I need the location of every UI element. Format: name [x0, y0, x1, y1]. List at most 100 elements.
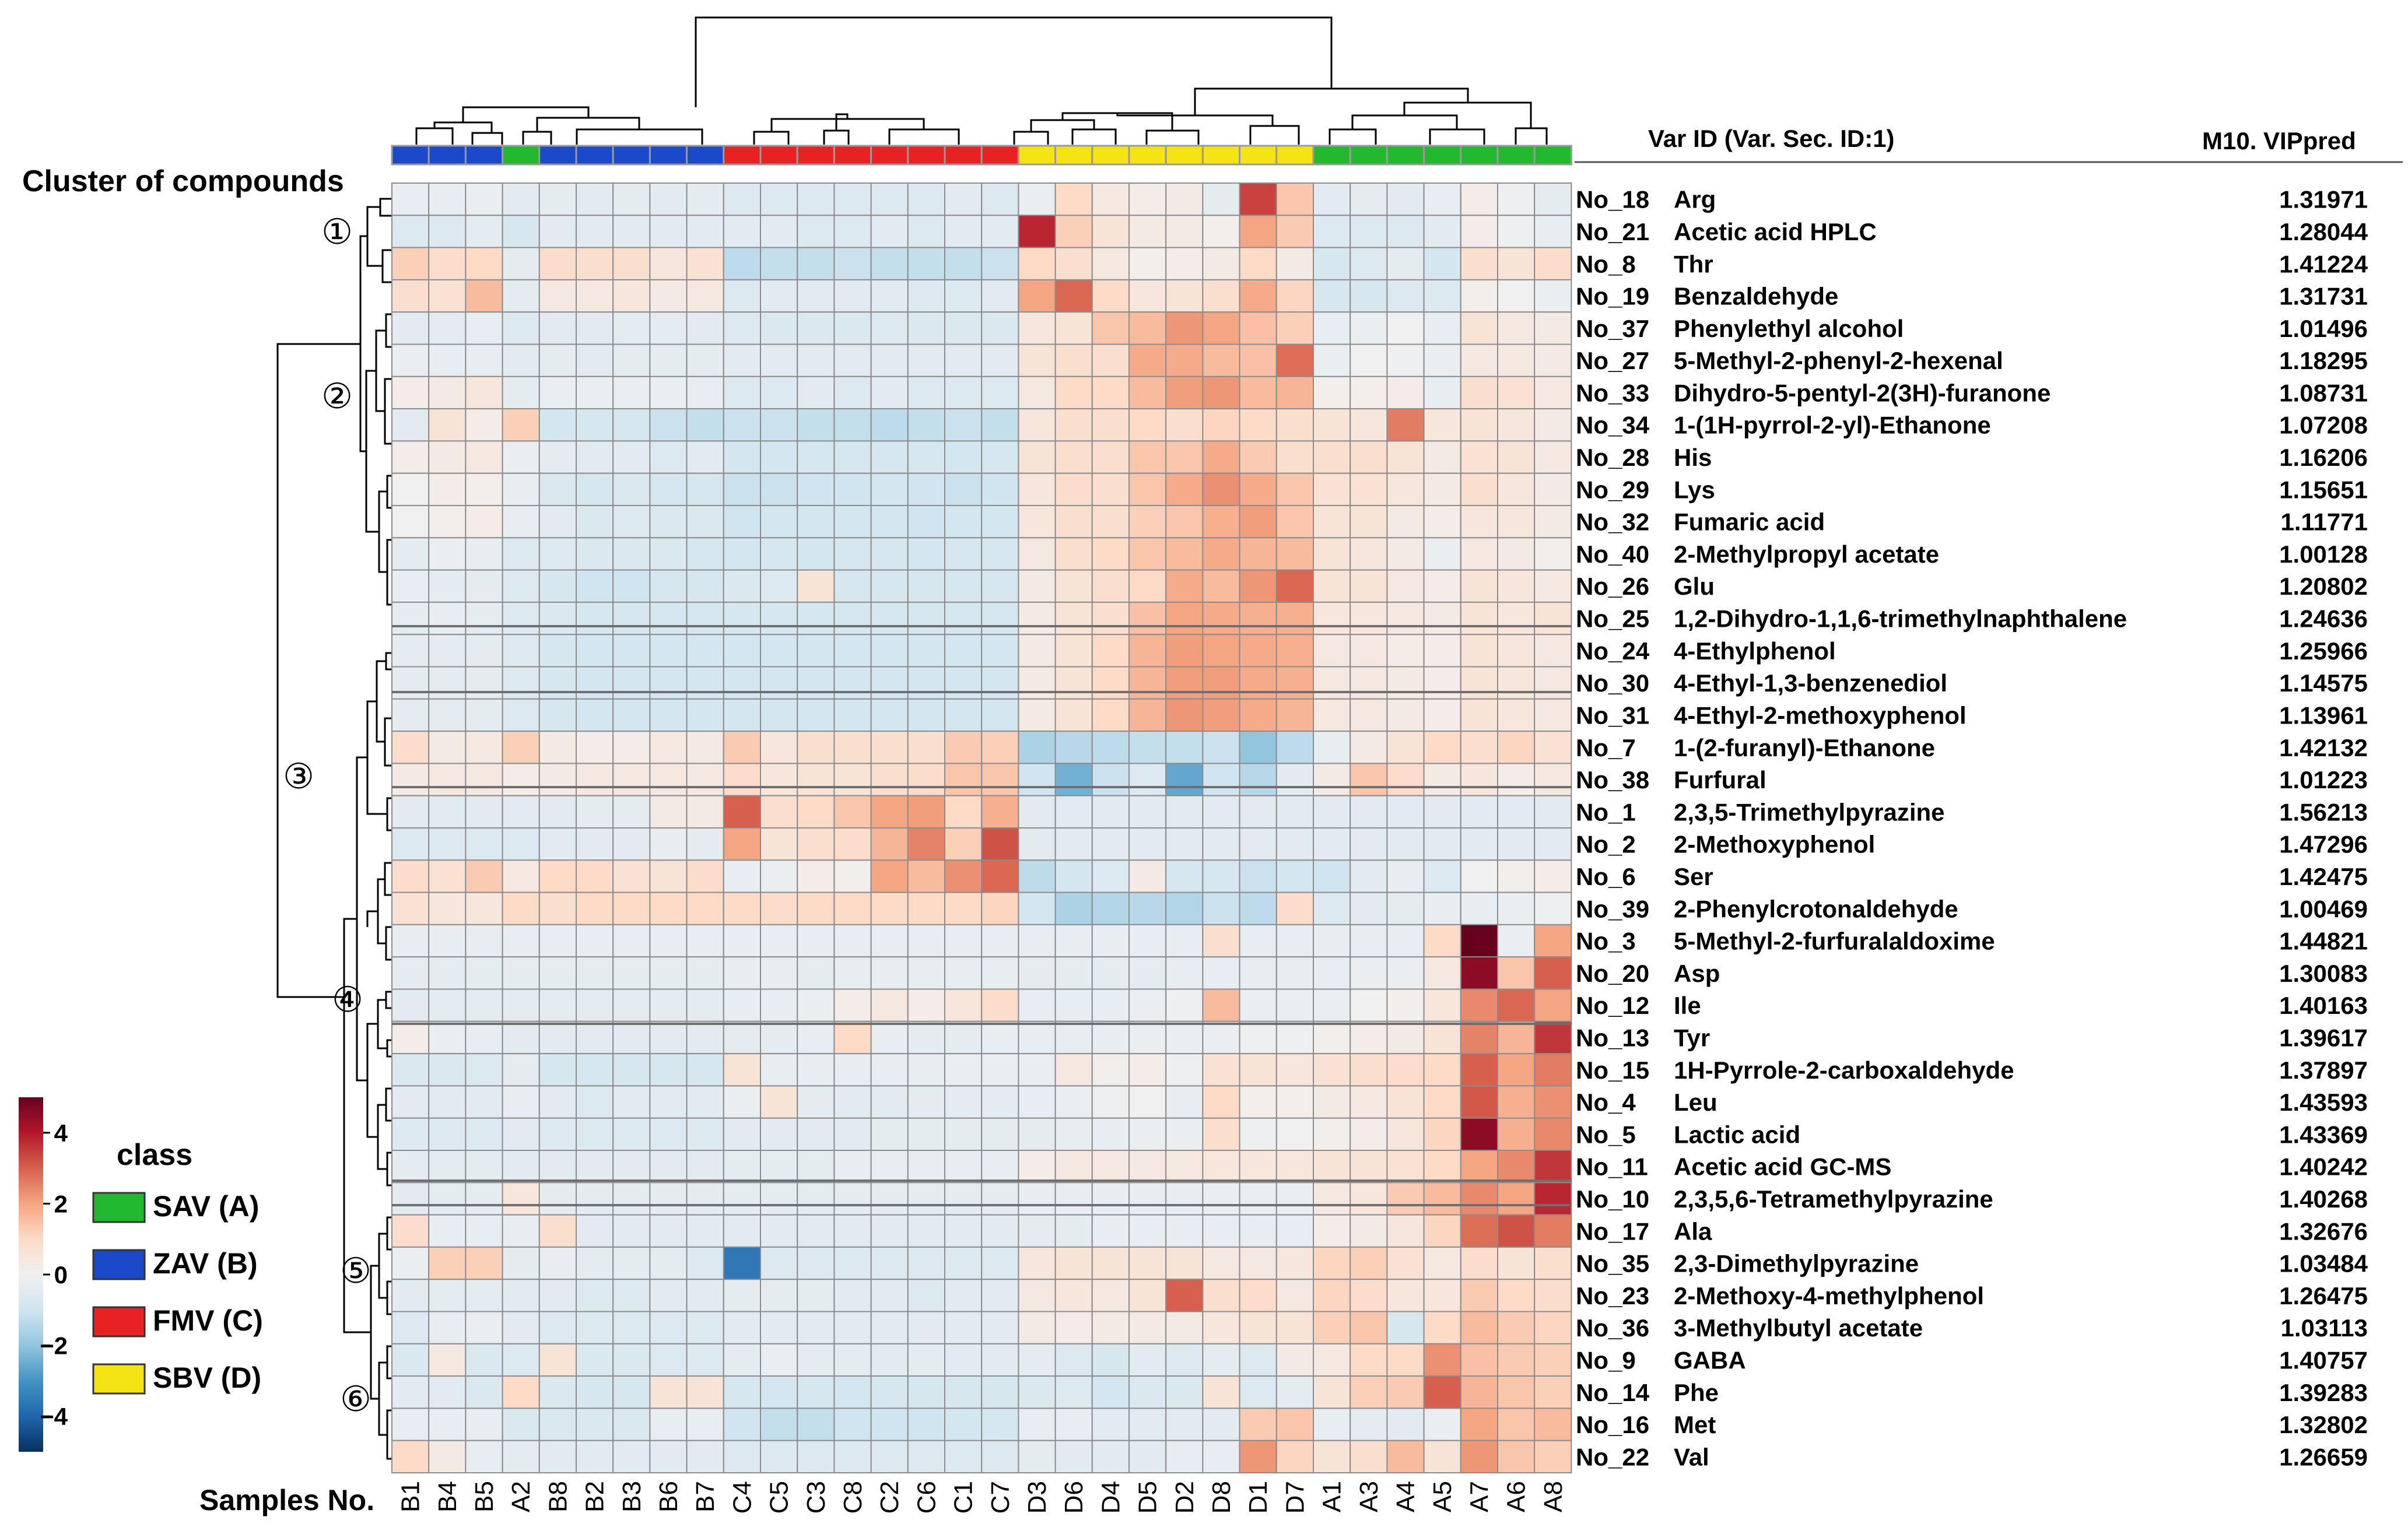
- heatmap-cell: [1275, 1407, 1315, 1441]
- heatmap-cell: [907, 215, 946, 248]
- heatmap-cell: [723, 601, 762, 636]
- heatmap-cell: [1165, 1311, 1204, 1345]
- heatmap-cell: [576, 343, 614, 377]
- heatmap-cell: [649, 731, 688, 764]
- row-compound-name: Val: [1674, 1443, 1709, 1470]
- heatmap-cell: [1275, 1117, 1315, 1151]
- heatmap-cell: [1165, 1182, 1204, 1216]
- heatmap-cell: [760, 924, 798, 958]
- column-label: A5: [1428, 1481, 1457, 1512]
- heatmap-cell: [797, 956, 835, 990]
- heatmap-cell: [1091, 1150, 1130, 1184]
- cluster-separators: [392, 625, 1572, 1206]
- row-compound-name: Fumaric acid: [1674, 508, 1825, 536]
- heatmap-cell: [649, 795, 688, 829]
- heatmap-cell: [576, 1279, 614, 1312]
- heatmap-cell: [1091, 537, 1130, 571]
- heatmap-cell: [612, 1246, 651, 1280]
- heatmap-cell: [833, 1311, 872, 1345]
- heatmap-cell: [686, 1117, 724, 1151]
- heatmap-cell: [1202, 1182, 1240, 1216]
- class-bar-cell: [612, 145, 651, 166]
- row-id: No_6: [1576, 863, 1636, 890]
- heatmap-cell: [944, 440, 983, 474]
- heatmap-cell: [1239, 375, 1277, 410]
- heatmap-cell: [1386, 698, 1425, 732]
- heatmap-cell: [1054, 537, 1093, 571]
- heatmap-cell: [1460, 634, 1499, 668]
- heatmap-cell: [944, 182, 983, 216]
- heatmap-cell: [944, 827, 983, 861]
- heatmap-cell: [833, 1246, 872, 1280]
- heatmap-cell: [1128, 795, 1167, 829]
- heatmap-cell: [1239, 698, 1277, 732]
- heatmap-cell: [649, 408, 688, 442]
- heatmap-cell: [1091, 924, 1130, 958]
- heatmap-cell: [907, 666, 946, 700]
- heatmap-cell: [686, 988, 724, 1022]
- heatmap-cell: [1313, 537, 1351, 571]
- row-vip-value: 1.01223: [2279, 766, 2368, 794]
- heatmap-cell: [465, 698, 503, 732]
- legend-swatch: [92, 1306, 146, 1338]
- heatmap-cell: [1534, 343, 1572, 377]
- heatmap-cell: [981, 795, 1019, 829]
- heatmap-cell: [686, 343, 724, 377]
- heatmap-cell: [1534, 891, 1572, 925]
- heatmap-cell: [1202, 1440, 1240, 1473]
- heatmap-cell: [686, 1020, 724, 1055]
- heatmap-cell: [1534, 634, 1572, 668]
- heatmap-cell: [428, 1020, 467, 1055]
- legend-label: SAV (A): [153, 1190, 259, 1223]
- class-bar-cell: [1349, 145, 1388, 166]
- heatmap-cell: [1460, 1020, 1499, 1055]
- heatmap-cell: [1460, 1279, 1499, 1312]
- heatmap-cell: [1128, 537, 1167, 571]
- heatmap-cell: [1091, 827, 1130, 861]
- heatmap-cell: [538, 182, 577, 216]
- heatmap-cell: [797, 601, 835, 636]
- heatmap-cell: [1423, 182, 1461, 216]
- heatmap-cell: [1350, 537, 1388, 571]
- heatmap-cell: [1165, 601, 1204, 636]
- heatmap-cell: [465, 1311, 503, 1345]
- heatmap-cell: [1313, 1085, 1351, 1119]
- cluster-number: ②: [321, 377, 353, 416]
- heatmap-cell: [1054, 247, 1093, 280]
- heatmap-cell: [1350, 311, 1388, 345]
- row-id: No_34: [1576, 412, 1650, 439]
- row-id: No_20: [1576, 960, 1649, 987]
- heatmap-cell: [1423, 1150, 1461, 1184]
- heatmap-cell: [1534, 440, 1572, 474]
- heatmap-cell: [1497, 215, 1536, 248]
- heatmap-cell: [760, 343, 798, 377]
- row-vip-value: 1.20802: [2279, 573, 2368, 600]
- heatmap-cell: [1497, 247, 1536, 280]
- heatmap-cell: [1386, 343, 1425, 377]
- heatmap-cell: [981, 375, 1019, 410]
- heatmap-cell: [944, 1343, 983, 1377]
- heatmap-cell: [391, 505, 430, 539]
- heatmap-cell: [760, 1085, 798, 1119]
- heatmap-cell: [833, 537, 872, 571]
- heatmap-cell: [1018, 472, 1056, 507]
- heatmap-cell: [907, 1311, 946, 1345]
- heatmap-cell: [465, 1117, 503, 1151]
- row-vip-value: 1.01496: [2279, 315, 2368, 342]
- heatmap-cell: [870, 924, 909, 958]
- heatmap-cell: [465, 472, 503, 507]
- row-id: No_27: [1576, 347, 1649, 374]
- row-compound-name: Phe: [1674, 1379, 1719, 1406]
- heatmap-cell: [391, 537, 430, 571]
- heatmap-cell: [1350, 1375, 1388, 1409]
- heatmap-cell: [576, 1246, 614, 1280]
- heatmap-cell: [686, 666, 724, 700]
- heatmap-cell: [833, 279, 872, 313]
- heatmap-cell: [1275, 1214, 1315, 1248]
- row-compound-name: 2-Methylpropyl acetate: [1674, 540, 1939, 568]
- row-compound-name: Benzaldehyde: [1674, 283, 1838, 310]
- heatmap-cell: [1497, 634, 1536, 668]
- heatmap-cell: [1091, 763, 1130, 796]
- heatmap-cell: [1423, 375, 1461, 410]
- row-id: No_36: [1576, 1314, 1649, 1342]
